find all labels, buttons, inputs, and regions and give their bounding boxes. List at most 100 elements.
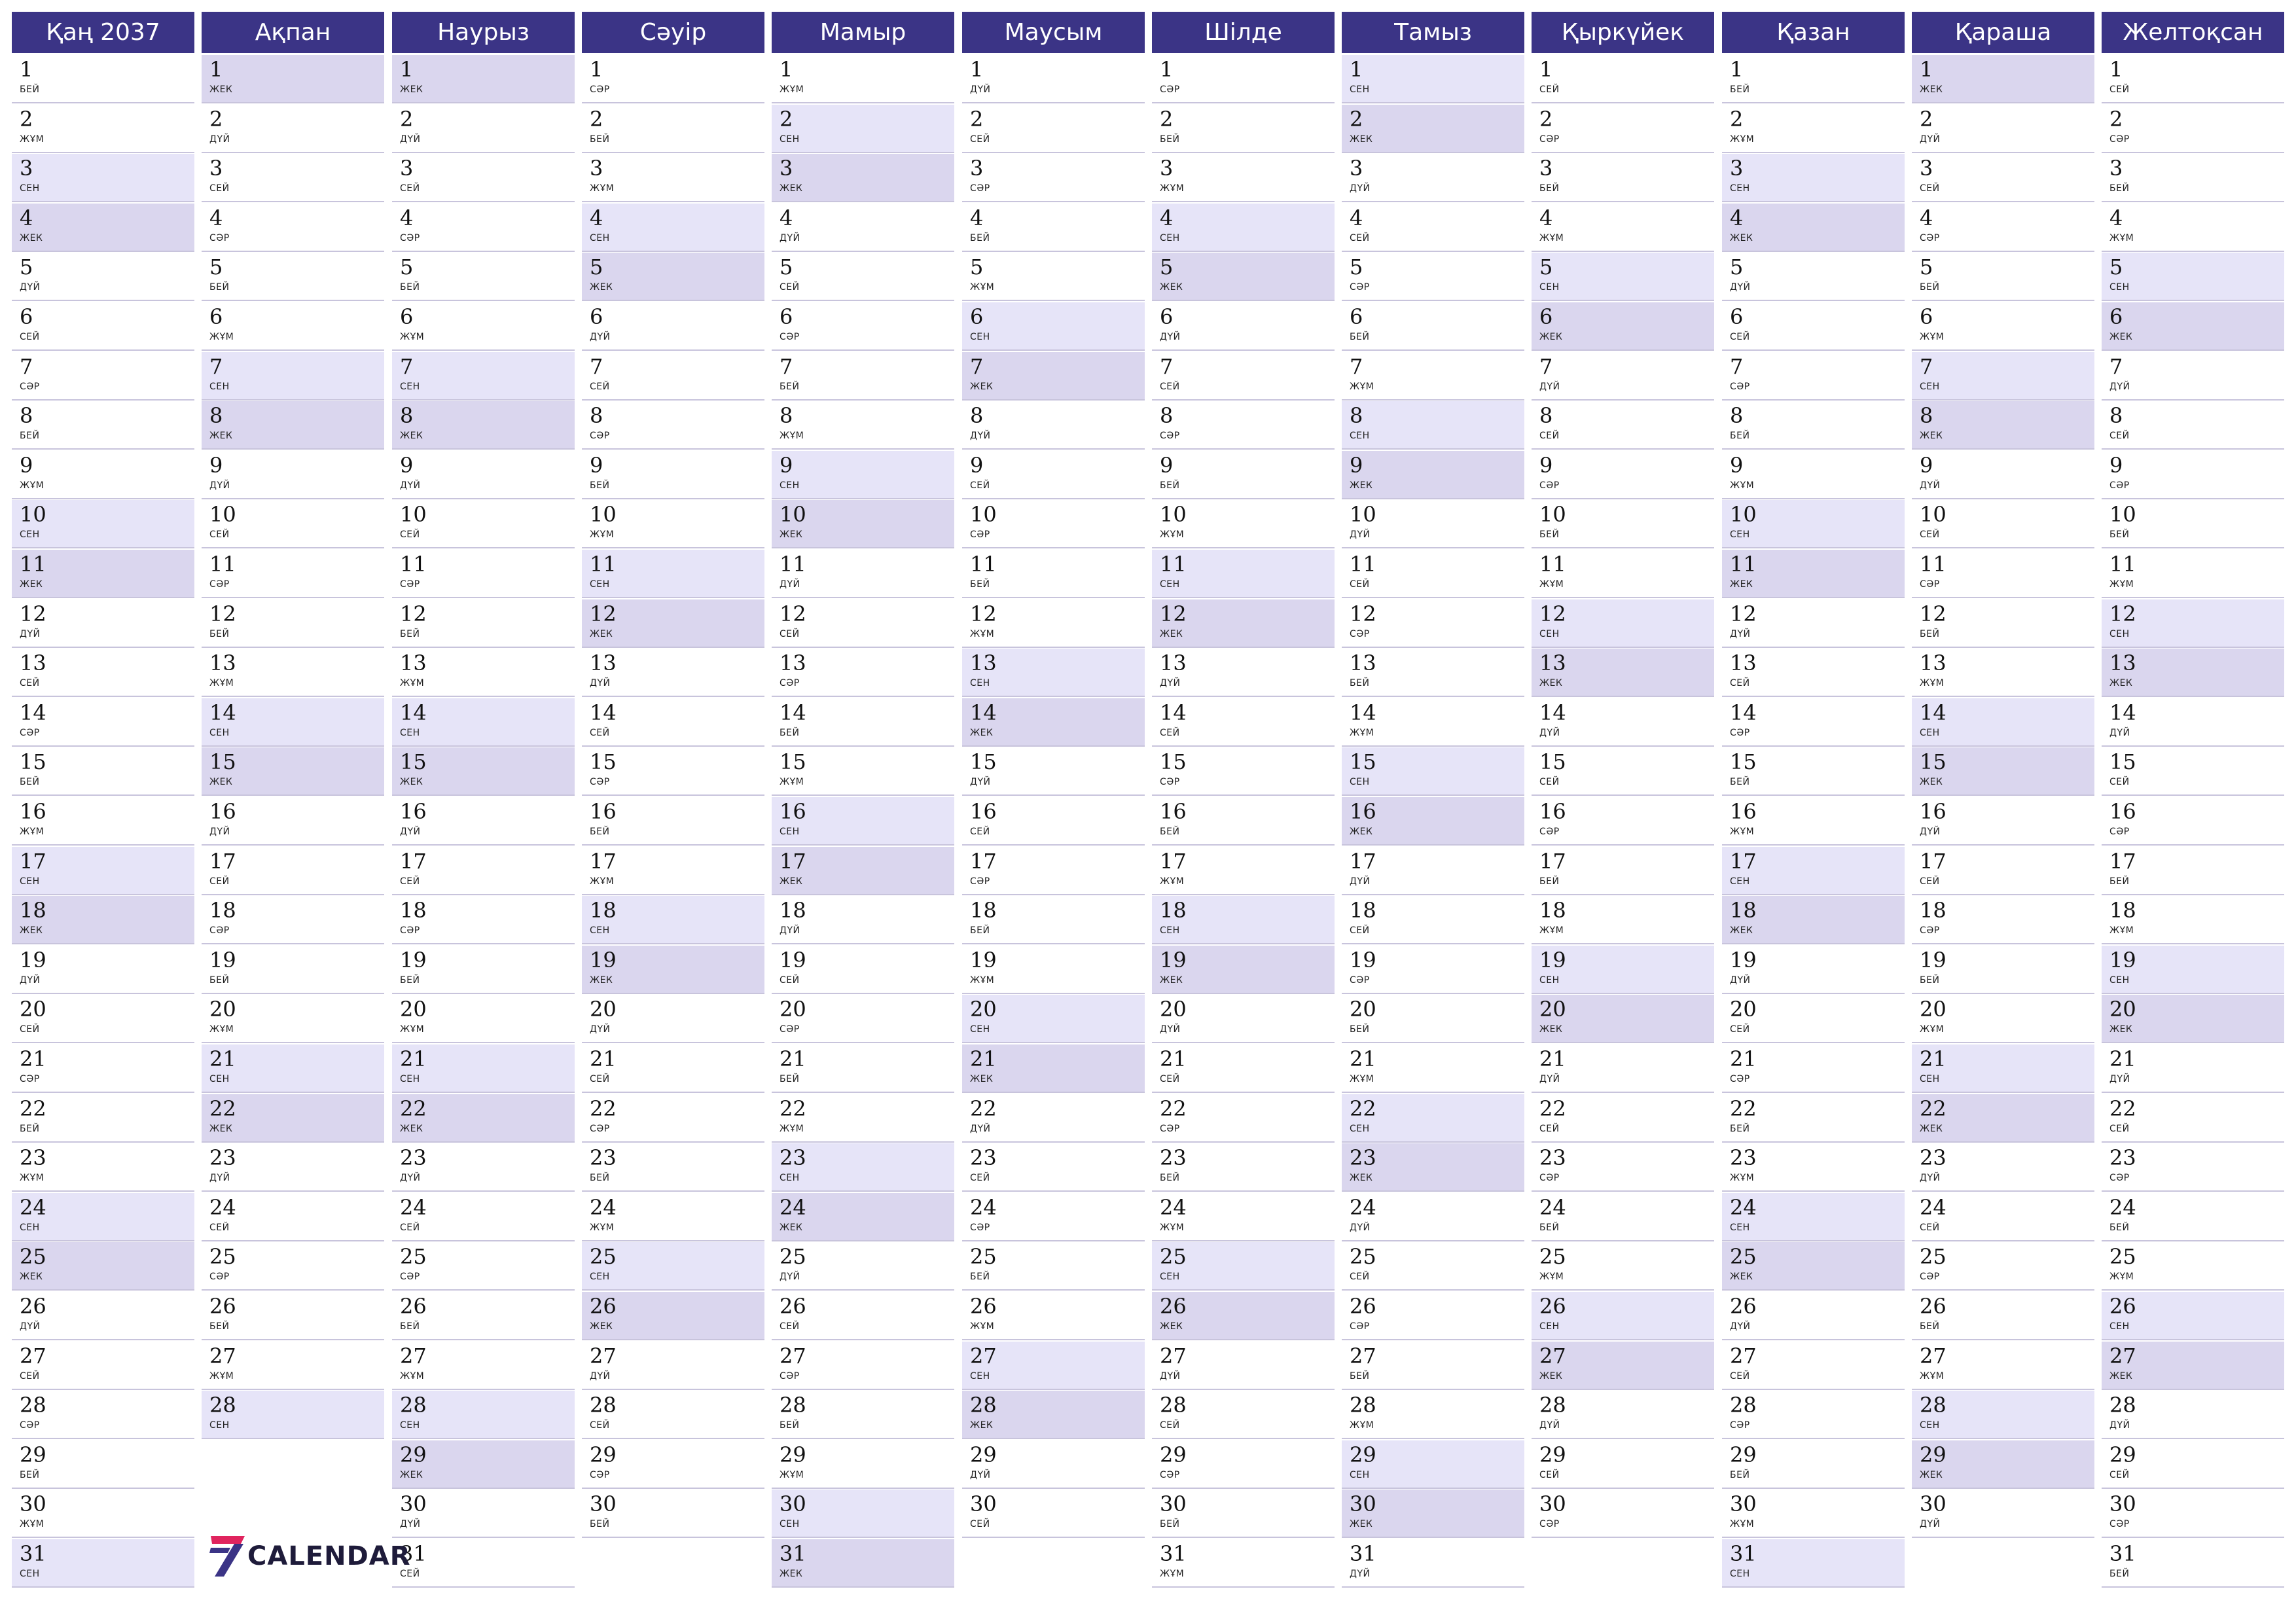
- day-cell[interactable]: 25 СЕН: [582, 1242, 764, 1291]
- day-cell[interactable]: 14 СЕЙ: [582, 698, 764, 747]
- day-cell[interactable]: 16 ДҮЙ: [202, 797, 384, 846]
- day-cell[interactable]: 12 ЖҰМ: [962, 599, 1145, 648]
- day-cell[interactable]: 1 СӘР: [582, 55, 764, 103]
- day-cell[interactable]: 3 ЖҰМ: [582, 154, 764, 202]
- day-cell[interactable]: 16 ДҮЙ: [392, 797, 575, 846]
- day-cell[interactable]: 19 СЕН: [2102, 946, 2284, 994]
- day-cell[interactable]: 23 СЕЙ: [962, 1143, 1145, 1192]
- day-cell[interactable]: 16 СӘР: [1532, 797, 1714, 846]
- day-cell[interactable]: 30 СЕН: [772, 1489, 954, 1538]
- day-cell[interactable]: 22 ДҮЙ: [962, 1094, 1145, 1143]
- day-cell[interactable]: 26 БЕЙ: [202, 1292, 384, 1340]
- day-cell[interactable]: 12 БЕЙ: [202, 599, 384, 648]
- day-cell[interactable]: 3 ЖҰМ: [1152, 154, 1335, 202]
- day-cell[interactable]: 5 ЖЕК: [582, 253, 764, 301]
- day-cell[interactable]: 17 ДҮЙ: [1342, 847, 1524, 895]
- day-cell[interactable]: 27 ЖЕК: [2102, 1342, 2284, 1390]
- day-cell[interactable]: 6 ЖЕК: [2102, 302, 2284, 351]
- day-cell[interactable]: 24 ЖҰМ: [1152, 1193, 1335, 1241]
- day-cell[interactable]: 28 СЕЙ: [582, 1391, 764, 1439]
- day-cell[interactable]: 27 СЕН: [962, 1342, 1145, 1390]
- day-cell[interactable]: 15 БЕЙ: [12, 747, 194, 796]
- day-cell[interactable]: 8 ЖЕК: [392, 401, 575, 450]
- day-cell[interactable]: 19 БЕЙ: [392, 946, 575, 994]
- day-cell[interactable]: 8 БЕЙ: [1722, 401, 1905, 450]
- day-cell[interactable]: 3 СЕЙ: [392, 154, 575, 202]
- day-cell[interactable]: 25 СӘР: [392, 1242, 575, 1291]
- day-cell[interactable]: 11 СӘР: [1912, 550, 2094, 598]
- day-cell[interactable]: 3 ДҮЙ: [1342, 154, 1524, 202]
- day-cell[interactable]: 23 СЕН: [772, 1143, 954, 1192]
- day-cell[interactable]: 14 СЕН: [392, 698, 575, 747]
- day-cell[interactable]: 10 БЕЙ: [1532, 500, 1714, 548]
- day-cell[interactable]: 27 СӘР: [772, 1342, 954, 1390]
- day-cell[interactable]: 5 ЖЕК: [1152, 253, 1335, 301]
- day-cell[interactable]: 30 ЖҰМ: [12, 1489, 194, 1538]
- day-cell[interactable]: 24 СЕЙ: [1912, 1193, 2094, 1241]
- day-cell[interactable]: 21 СЕН: [1912, 1044, 2094, 1093]
- day-cell[interactable]: 7 СЕЙ: [582, 352, 764, 401]
- day-cell[interactable]: 13 ЖЕК: [1532, 649, 1714, 697]
- day-cell[interactable]: 24 ДҮЙ: [1342, 1193, 1524, 1241]
- day-cell[interactable]: 18 СЕЙ: [1342, 896, 1524, 944]
- day-cell[interactable]: 3 ЖЕК: [772, 154, 954, 202]
- day-cell[interactable]: 8 ДҮЙ: [962, 401, 1145, 450]
- day-cell[interactable]: 3 СЕН: [1722, 154, 1905, 202]
- day-cell[interactable]: 26 СЕН: [2102, 1292, 2284, 1340]
- day-cell[interactable]: 23 СӘР: [1532, 1143, 1714, 1192]
- day-cell[interactable]: 6 СӘР: [772, 302, 954, 351]
- day-cell[interactable]: 5 СЕН: [2102, 253, 2284, 301]
- day-cell[interactable]: 2 ДҮЙ: [202, 105, 384, 153]
- day-cell[interactable]: 13 ЖҰМ: [1912, 649, 2094, 697]
- day-cell[interactable]: 1 ЖЕК: [392, 55, 575, 103]
- day-cell[interactable]: 29 ЖЕК: [1912, 1440, 2094, 1489]
- day-cell[interactable]: 15 ДҮЙ: [962, 747, 1145, 796]
- day-cell[interactable]: 26 ДҮЙ: [12, 1292, 194, 1340]
- day-cell[interactable]: 14 ДҮЙ: [1532, 698, 1714, 747]
- day-cell[interactable]: 6 СЕН: [962, 302, 1145, 351]
- day-cell[interactable]: 21 СЕЙ: [582, 1044, 764, 1093]
- day-cell[interactable]: 2 СЕН: [772, 105, 954, 153]
- day-cell[interactable]: 22 ЖЕК: [202, 1094, 384, 1143]
- day-cell[interactable]: 2 СӘР: [2102, 105, 2284, 153]
- day-cell[interactable]: 20 ДҮЙ: [1152, 995, 1335, 1043]
- day-cell[interactable]: 11 СЕЙ: [1342, 550, 1524, 598]
- day-cell[interactable]: 17 СЕЙ: [392, 847, 575, 895]
- day-cell[interactable]: 18 СӘР: [392, 896, 575, 944]
- day-cell[interactable]: 18 ЖҰМ: [2102, 896, 2284, 944]
- day-cell[interactable]: 12 СӘР: [1342, 599, 1524, 648]
- day-cell[interactable]: 26 СЕН: [1532, 1292, 1714, 1340]
- day-cell[interactable]: 10 ДҮЙ: [1342, 500, 1524, 548]
- day-cell[interactable]: 19 ДҮЙ: [12, 946, 194, 994]
- day-cell[interactable]: 9 ЖҰМ: [1722, 451, 1905, 499]
- day-cell[interactable]: 16 ЖҰМ: [12, 797, 194, 846]
- day-cell[interactable]: 9 ЖЕК: [1342, 451, 1524, 499]
- day-cell[interactable]: 6 БЕЙ: [1342, 302, 1524, 351]
- day-cell[interactable]: 31 СЕН: [12, 1539, 194, 1588]
- day-cell[interactable]: 20 ЖҰМ: [202, 995, 384, 1043]
- day-cell[interactable]: 4 СӘР: [1912, 204, 2094, 252]
- day-cell[interactable]: 15 СЕЙ: [1532, 747, 1714, 796]
- day-cell[interactable]: 26 ЖЕК: [582, 1292, 764, 1340]
- day-cell[interactable]: 19 СЕЙ: [772, 946, 954, 994]
- day-cell[interactable]: 5 СЕН: [1532, 253, 1714, 301]
- day-cell[interactable]: 13 ЖЕК: [2102, 649, 2284, 697]
- day-cell[interactable]: 23 ДҮЙ: [392, 1143, 575, 1192]
- day-cell[interactable]: 12 БЕЙ: [392, 599, 575, 648]
- day-cell[interactable]: 29 ЖҰМ: [772, 1440, 954, 1489]
- day-cell[interactable]: 1 СЕН: [1342, 55, 1524, 103]
- day-cell[interactable]: 21 СӘР: [1722, 1044, 1905, 1093]
- day-cell[interactable]: 16 СЕЙ: [962, 797, 1145, 846]
- day-cell[interactable]: 17 БЕЙ: [2102, 847, 2284, 895]
- day-cell[interactable]: 4 ЖҰМ: [2102, 204, 2284, 252]
- day-cell[interactable]: 23 ДҮЙ: [202, 1143, 384, 1192]
- day-cell[interactable]: 18 СӘР: [1912, 896, 2094, 944]
- day-cell[interactable]: 27 СЕЙ: [1722, 1342, 1905, 1390]
- day-cell[interactable]: 21 ЖЕК: [962, 1044, 1145, 1093]
- day-cell[interactable]: 21 СЕН: [202, 1044, 384, 1093]
- day-cell[interactable]: 9 СӘР: [2102, 451, 2284, 499]
- day-cell[interactable]: 8 СЕЙ: [2102, 401, 2284, 450]
- day-cell[interactable]: 1 ЖҰМ: [772, 55, 954, 103]
- day-cell[interactable]: 12 СЕН: [1532, 599, 1714, 648]
- day-cell[interactable]: 22 БЕЙ: [12, 1094, 194, 1143]
